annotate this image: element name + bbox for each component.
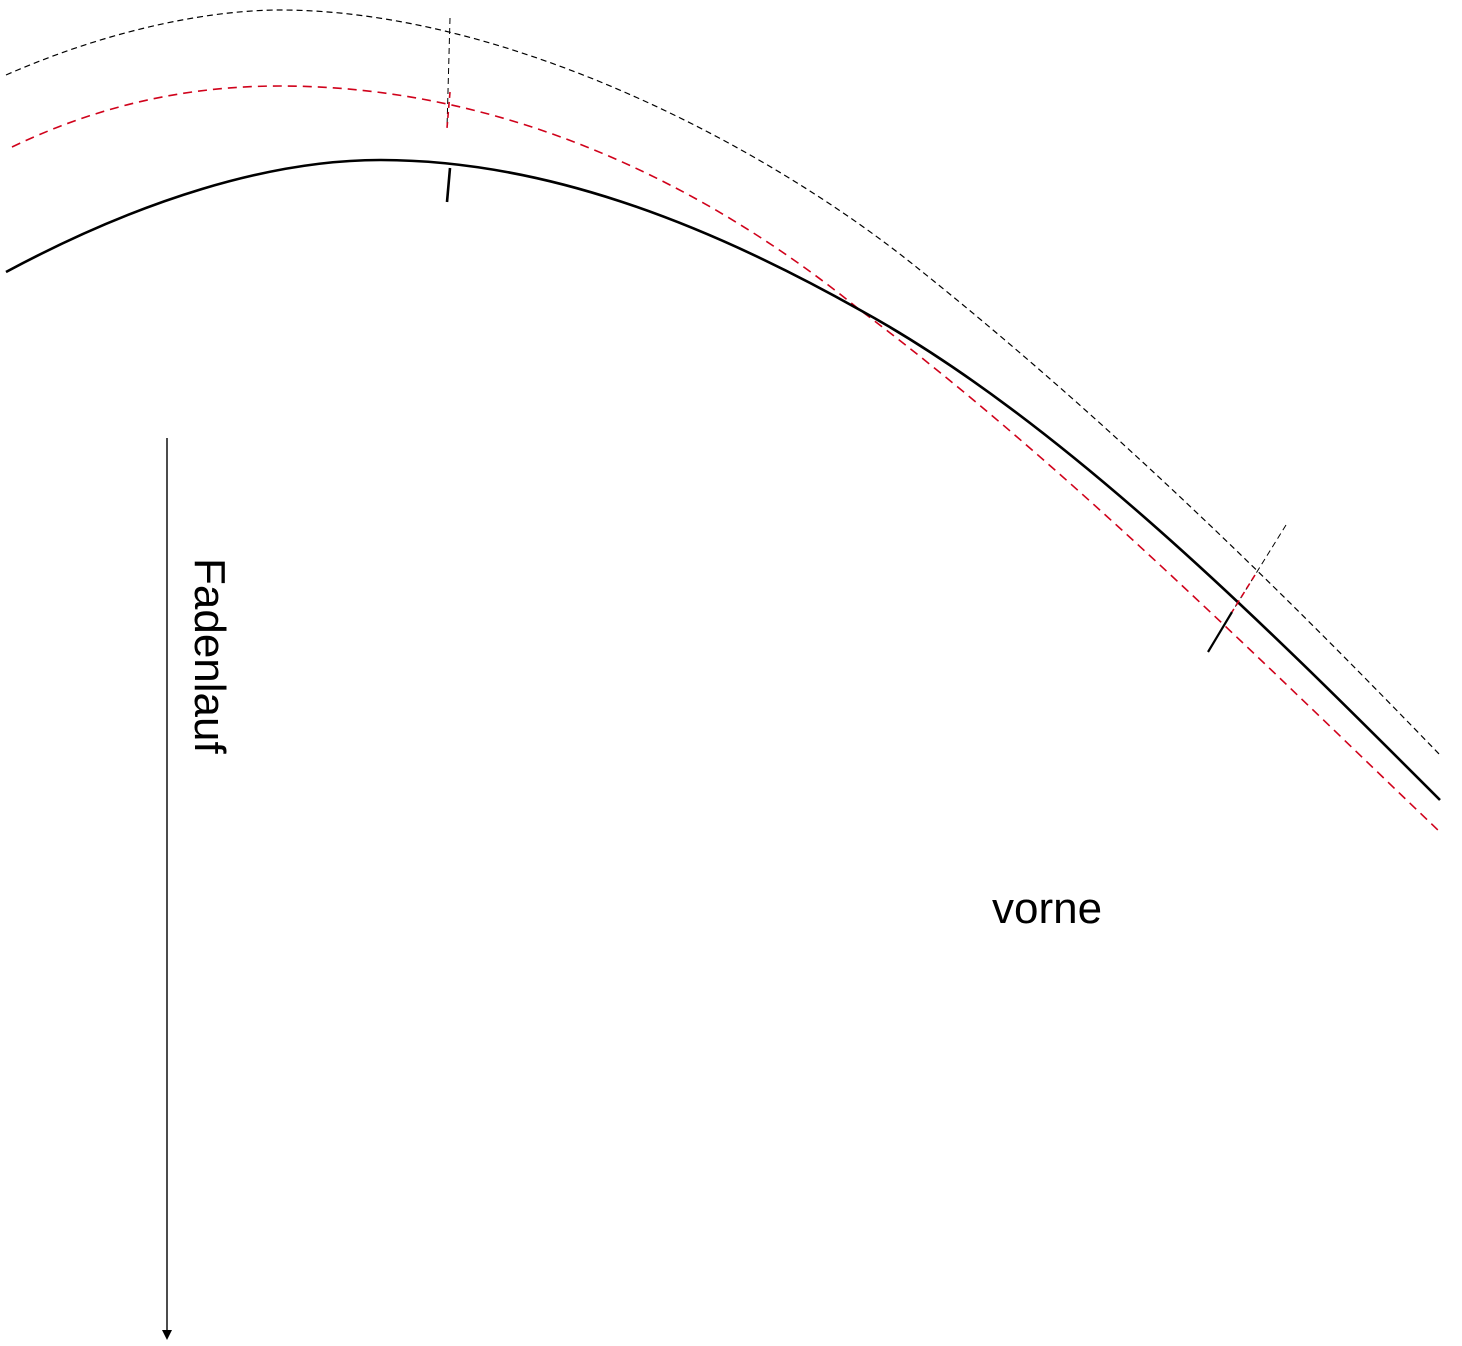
notch-mark-right-seam	[1207, 611, 1233, 653]
front-label: vorne	[992, 884, 1102, 933]
seam-line	[5, 158, 1441, 801]
cut-line	[5, 9, 1441, 756]
adjusted-line	[11, 85, 1441, 833]
grainline-label: Fadenlauf	[185, 558, 234, 754]
notch-mark-top-red	[446, 91, 451, 129]
grainline-arrowhead-icon	[162, 1330, 172, 1340]
notch-mark-right-red	[1231, 574, 1256, 613]
notch-mark-top-seam	[445, 167, 452, 203]
notch-mark-top-guide	[446, 17, 451, 129]
notch-mark-right-guide	[1231, 524, 1287, 613]
